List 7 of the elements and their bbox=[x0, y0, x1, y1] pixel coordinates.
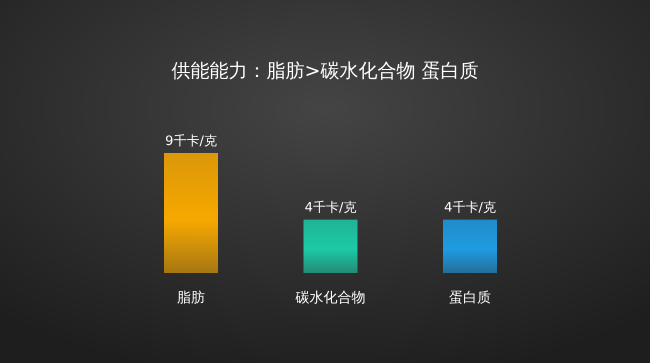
data-label: 4千卡/克 bbox=[444, 200, 496, 216]
x-tick-label: 脂肪 bbox=[177, 290, 205, 306]
x-tick-label: 蛋白质 bbox=[449, 290, 491, 306]
data-label: 9千卡/克 bbox=[165, 134, 217, 149]
x-tick-label: 碳水化合物 bbox=[294, 290, 366, 306]
chart-title: 供能能力：脂肪>碳水化合物 蛋白质 bbox=[172, 60, 478, 82]
data-label: 4千卡/克 bbox=[304, 200, 356, 216]
